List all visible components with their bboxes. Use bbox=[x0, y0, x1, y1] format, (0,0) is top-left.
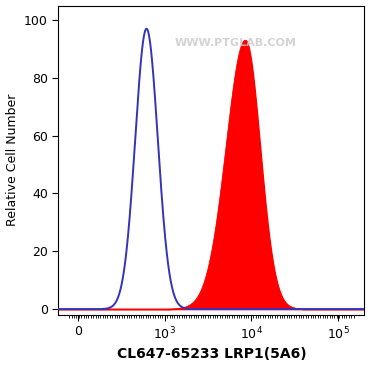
X-axis label: CL647-65233 LRP1(5A6): CL647-65233 LRP1(5A6) bbox=[117, 348, 306, 361]
Text: WWW.PTGLAB.COM: WWW.PTGLAB.COM bbox=[175, 38, 297, 48]
Y-axis label: Relative Cell Number: Relative Cell Number bbox=[6, 94, 18, 226]
